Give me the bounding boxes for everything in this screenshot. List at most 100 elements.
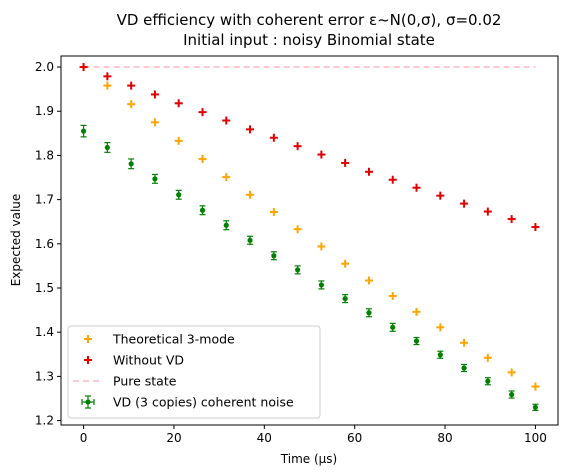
legend-items: Theoretical 3-mode Without VD Pure state VD…	[73, 332, 294, 410]
theoretical-point	[293, 225, 302, 234]
without-vd-point	[436, 191, 445, 200]
theoretical-point	[436, 323, 445, 332]
without-vd-point	[317, 150, 326, 159]
legend-err-dot	[85, 399, 91, 405]
theoretical-point	[198, 154, 207, 163]
vd-point	[247, 235, 254, 245]
legend: Theoretical 3-mode Without VD Pure state VD…	[67, 325, 321, 419]
vd-point	[80, 124, 87, 138]
vd-point	[484, 377, 491, 386]
y-tick-label: 1.6	[35, 237, 54, 251]
theoretical-point	[460, 338, 469, 347]
x-tick-label: 0	[80, 431, 88, 445]
vd-point	[318, 280, 325, 290]
vd-marker	[104, 144, 110, 151]
vd-marker	[199, 207, 206, 213]
vd-marker	[366, 310, 372, 316]
chart-subtitle: Initial input : noisy Binomial state	[183, 31, 435, 49]
y-tick-label: 2.0	[35, 60, 54, 74]
vd-marker	[509, 391, 515, 398]
theoretical-point	[341, 259, 350, 268]
y-tick-label: 1.2	[35, 414, 54, 428]
without-vd-point	[222, 116, 231, 125]
vd-marker	[390, 324, 396, 330]
vd-point	[151, 173, 158, 184]
without-vd-point	[388, 175, 397, 184]
chart-title: VD efficiency with coherent error ε~N(0,…	[117, 11, 502, 29]
y-tick-label: 1.9	[35, 104, 54, 118]
vd-marker	[152, 176, 158, 182]
x-tick-label: 100	[524, 431, 547, 445]
vd-point	[175, 189, 182, 200]
vd-marker	[342, 296, 348, 302]
vd-point	[223, 220, 230, 231]
legend-box	[67, 325, 321, 419]
theoretical-point	[531, 382, 540, 391]
vd-marker	[461, 365, 467, 371]
vd-point	[413, 336, 420, 346]
without-vd-point	[483, 207, 492, 216]
without-vd-point	[293, 142, 302, 151]
legend-label: Without VD	[113, 353, 184, 368]
vd-marker	[128, 161, 134, 167]
vd-point	[461, 363, 468, 373]
vd-point	[294, 265, 301, 275]
legend-label: Theoretical 3-mode	[112, 332, 235, 347]
without-vd-point	[103, 72, 112, 81]
legend-label: Pure state	[113, 374, 177, 389]
theoretical-point	[507, 368, 516, 377]
legend-marker-plus	[84, 335, 92, 343]
theoretical-point	[150, 118, 159, 127]
without-vd-point	[341, 158, 350, 167]
vd-marker	[176, 192, 182, 198]
theoretical-point	[246, 190, 255, 199]
y-tick-label: 1.3	[35, 369, 54, 383]
vd-marker	[532, 404, 539, 410]
without-vd-point	[269, 133, 278, 142]
without-vd-point	[246, 125, 255, 134]
vd-marker	[413, 338, 420, 344]
axis-ticks: 0 20 40 60 80 100 1.2 1.3 1.4 1.5 1.6 1.7 1.8 1.9 2.0	[35, 60, 547, 445]
y-tick-label: 1.4	[35, 325, 54, 339]
vd-marker	[80, 128, 87, 134]
y-tick-label: 1.8	[35, 148, 54, 162]
plot-area	[79, 63, 540, 412]
y-axis-label: Expected value	[9, 194, 23, 287]
without-vd-point	[531, 223, 540, 232]
vd-marker	[295, 267, 301, 273]
legend-label: VD (3 copies) coherent noise	[113, 395, 294, 410]
x-tick-label: 20	[166, 431, 181, 445]
vd-marker	[437, 352, 443, 358]
without-vd-point	[174, 99, 183, 108]
vd-marker	[485, 378, 491, 384]
theoretical-point	[269, 207, 278, 216]
theoretical-point	[364, 276, 373, 285]
x-tick-label: 60	[347, 431, 362, 445]
legend-marker-plus	[84, 356, 92, 364]
plot-frame	[60, 55, 559, 426]
vd-point	[342, 294, 349, 304]
without-vd-point	[198, 108, 207, 117]
vd-point	[104, 142, 111, 153]
vd-marker	[318, 282, 324, 288]
x-axis-label: Time (μs)	[280, 452, 337, 466]
y-tick-label: 1.7	[35, 193, 54, 207]
vd-point	[270, 251, 277, 261]
vd-point	[437, 350, 444, 359]
without-vd-point	[364, 167, 373, 176]
vd-marker	[247, 237, 253, 243]
without-vd-point	[412, 183, 421, 192]
theoretical-point	[412, 307, 421, 316]
legend-marker-errorbar	[81, 395, 95, 409]
theoretical-point	[127, 100, 136, 109]
without-vd-point	[150, 90, 159, 99]
vd-point	[532, 403, 539, 412]
without-vd-point	[127, 81, 136, 90]
without-vd-point	[79, 63, 88, 72]
vd-point	[508, 390, 515, 399]
vd-point	[389, 322, 396, 332]
x-tick-label: 40	[257, 431, 272, 445]
without-vd-point	[460, 199, 469, 208]
vd-point	[199, 205, 206, 216]
